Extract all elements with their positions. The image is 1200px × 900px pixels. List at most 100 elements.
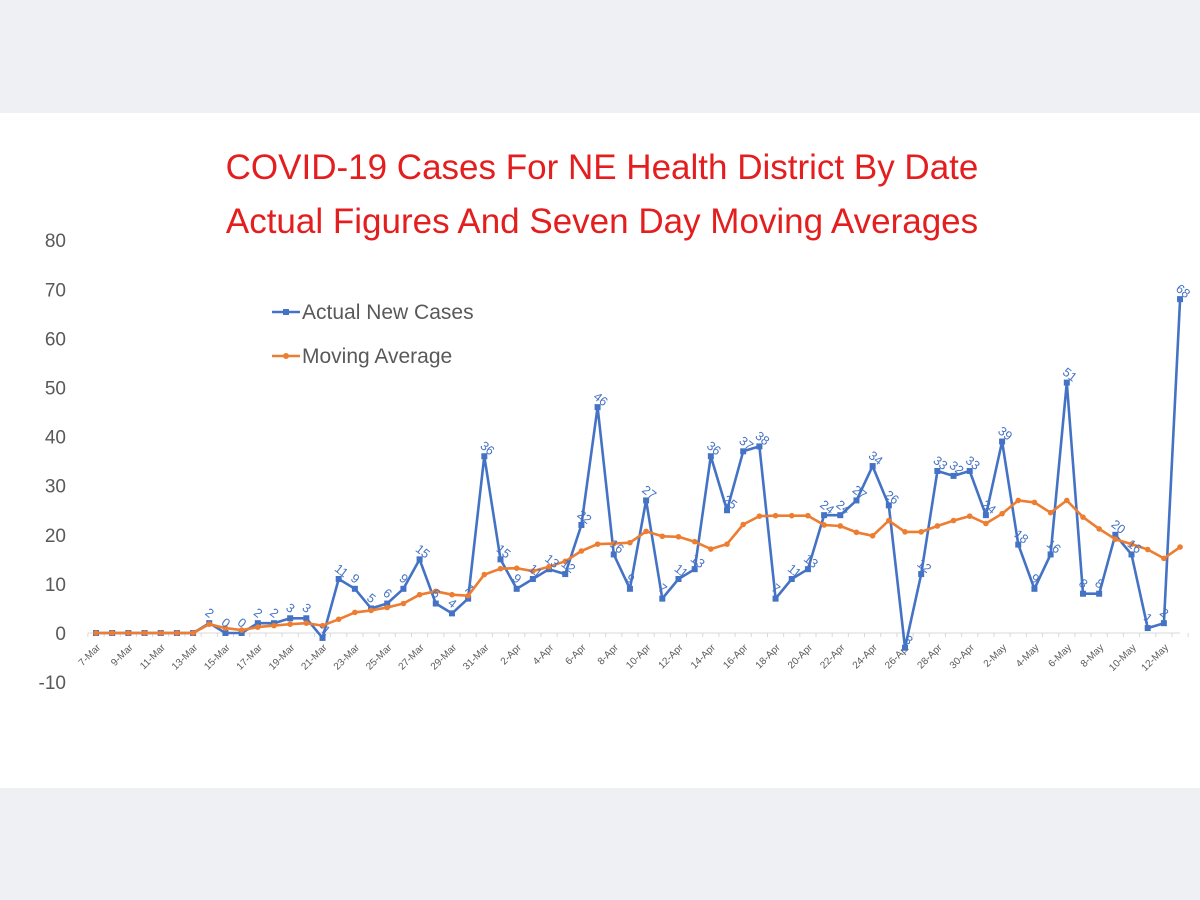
data-point-average bbox=[352, 609, 358, 616]
data-point-average bbox=[756, 513, 763, 519]
y-tick-label: 30 bbox=[45, 477, 66, 498]
y-tick-label: 40 bbox=[45, 428, 66, 449]
data-point-average bbox=[983, 520, 989, 527]
data-point-average bbox=[772, 512, 779, 519]
data-point-average bbox=[1161, 555, 1167, 562]
data-point-actual bbox=[319, 634, 326, 641]
data-label: 13 bbox=[801, 552, 821, 572]
data-label: 33 bbox=[963, 453, 983, 473]
data-point-average bbox=[1096, 526, 1102, 532]
data-point-average bbox=[1080, 514, 1086, 520]
data-point-actual bbox=[238, 630, 245, 636]
data-point-actual bbox=[675, 575, 682, 582]
data-point-actual bbox=[497, 556, 504, 563]
data-point-average bbox=[562, 558, 569, 565]
chart-title: COVID-19 Cases For NE Health District By… bbox=[226, 148, 979, 187]
data-point-actual bbox=[416, 556, 423, 563]
x-tick-label: 28-Apr bbox=[915, 642, 944, 671]
data-label: 2 bbox=[202, 606, 216, 621]
data-point-average bbox=[999, 510, 1005, 517]
data-point-actual bbox=[1112, 531, 1119, 538]
data-point-average bbox=[675, 533, 682, 540]
data-point-actual bbox=[1096, 590, 1103, 597]
x-tick-label: 4-Apr bbox=[531, 642, 557, 668]
data-point-actual bbox=[400, 585, 407, 592]
data-point-actual bbox=[999, 438, 1006, 445]
x-tick-label: 23-Mar bbox=[332, 642, 363, 673]
data-label: 12 bbox=[914, 556, 934, 576]
legend-label: Actual New Cases bbox=[302, 301, 474, 324]
y-tick-label: 70 bbox=[45, 280, 66, 301]
data-point-actual bbox=[610, 551, 617, 558]
x-tick-label: 12-May bbox=[1140, 642, 1171, 673]
data-point-actual bbox=[1128, 551, 1135, 558]
data-point-average bbox=[384, 604, 391, 611]
x-tick-label: 31-Mar bbox=[461, 642, 492, 673]
data-label: 13 bbox=[688, 552, 708, 572]
data-point-average bbox=[1128, 541, 1135, 547]
data-label: 11 bbox=[672, 561, 691, 580]
data-point-average bbox=[400, 600, 407, 607]
data-point-average bbox=[530, 568, 536, 574]
data-label: 8 bbox=[1092, 576, 1106, 591]
data-point-average bbox=[610, 540, 617, 547]
data-point-actual bbox=[432, 600, 439, 607]
data-label: 15 bbox=[413, 542, 433, 562]
data-label: 38 bbox=[753, 429, 773, 449]
x-tick-label: 10-Apr bbox=[624, 642, 653, 671]
series-line-1 bbox=[96, 299, 1182, 650]
data-label: 24 bbox=[833, 497, 853, 517]
data-label: 1 bbox=[1141, 610, 1155, 625]
data-point-average bbox=[190, 630, 196, 636]
data-point-average bbox=[1177, 544, 1183, 550]
data-point-average bbox=[708, 546, 714, 552]
x-tick-label: 13-Mar bbox=[170, 642, 201, 673]
data-point-actual bbox=[562, 571, 569, 578]
data-point-average bbox=[287, 621, 293, 627]
data-point-actual bbox=[303, 615, 310, 622]
data-point-actual bbox=[222, 630, 229, 636]
data-point-average bbox=[497, 565, 504, 572]
data-point-actual bbox=[481, 453, 488, 460]
data-point-actual bbox=[335, 575, 342, 582]
x-tick-label: 16-Apr bbox=[721, 642, 750, 671]
series-layer bbox=[93, 296, 1184, 651]
x-tick-label: 22-Apr bbox=[818, 642, 847, 671]
data-point-average bbox=[449, 591, 455, 598]
data-point-average bbox=[109, 630, 115, 636]
y-tick-label: -10 bbox=[39, 673, 66, 694]
data-point-actual bbox=[772, 595, 779, 602]
data-point-average bbox=[902, 529, 908, 535]
x-tick-label: 21-Mar bbox=[299, 642, 330, 673]
data-point-actual bbox=[513, 585, 520, 592]
x-tick-label: 15-Mar bbox=[202, 642, 233, 673]
data-point-average bbox=[303, 620, 310, 626]
x-tick-label: 17-Mar bbox=[235, 642, 266, 673]
data-label: 33 bbox=[931, 453, 951, 473]
data-point-average bbox=[1031, 499, 1038, 506]
data-point-actual bbox=[885, 502, 892, 509]
data-label: 11 bbox=[785, 561, 804, 580]
data-point-actual bbox=[918, 571, 925, 578]
data-point-average bbox=[157, 630, 164, 636]
data-label: 20 bbox=[1108, 517, 1128, 537]
data-point-actual bbox=[740, 448, 747, 455]
chart: COVID-19 Cases For NE Health District By… bbox=[39, 148, 1193, 694]
data-label: 16 bbox=[1044, 537, 1064, 557]
data-point-actual bbox=[869, 463, 876, 470]
data-point-average bbox=[513, 565, 520, 571]
data-label: 2 bbox=[251, 606, 265, 621]
data-label: 36 bbox=[477, 439, 497, 459]
x-tick-label: 24-Apr bbox=[851, 642, 880, 671]
data-point-average bbox=[1064, 497, 1070, 504]
data-point-actual bbox=[982, 512, 989, 519]
data-point-actual bbox=[1079, 590, 1086, 597]
data-point-actual bbox=[1144, 625, 1151, 632]
data-label: 2 bbox=[1157, 606, 1171, 621]
data-point-actual bbox=[691, 566, 698, 573]
x-tick-label: 2-Apr bbox=[499, 642, 525, 668]
data-point-average bbox=[271, 622, 277, 629]
data-point-average bbox=[659, 533, 666, 540]
data-point-average bbox=[206, 621, 213, 627]
data-label: 16 bbox=[1125, 537, 1145, 557]
